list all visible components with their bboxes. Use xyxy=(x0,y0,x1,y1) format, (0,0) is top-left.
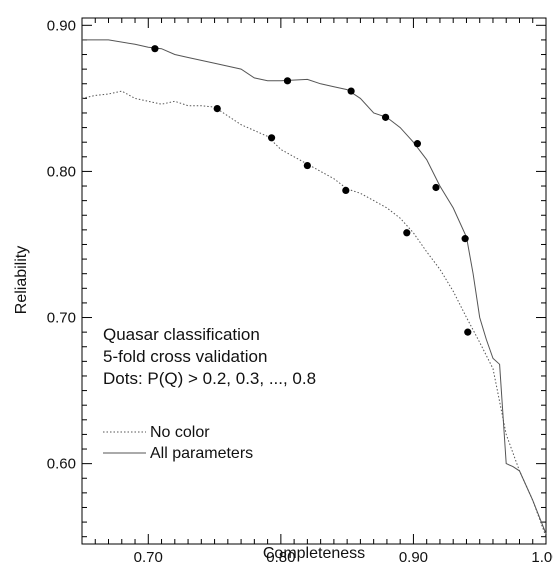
series-layer xyxy=(81,39,547,537)
dot-no-color xyxy=(464,328,472,336)
dot-all-parameters xyxy=(283,77,292,85)
legend-label-all-parameters: All parameters xyxy=(150,445,253,462)
dot-no-color xyxy=(342,186,350,195)
y-tick-label: 0.70 xyxy=(47,310,76,327)
annotation-line-3: Dots: P(Q) > 0.2, 0.3, ..., 0.8 xyxy=(103,369,316,388)
legend: No color All parameters xyxy=(103,424,253,462)
series-line-no-color xyxy=(81,90,547,537)
x-tick-label: 0.90 xyxy=(399,549,428,564)
dot-no-color xyxy=(303,161,311,170)
x-tick-label: 0.70 xyxy=(134,549,163,564)
x-axis-label: Completeness xyxy=(263,545,365,562)
annotation-line-2: 5-fold cross validation xyxy=(103,347,267,366)
y-axis-label: Reliability xyxy=(13,246,30,314)
annotation-line-1: Quasar classification xyxy=(103,325,260,344)
y-tick-labels: 0.60 0.70 0.80 0.90 xyxy=(47,17,76,472)
x-tick-label: 1.00 xyxy=(531,549,553,564)
series-line-all-parameters xyxy=(82,39,547,534)
dot-all-parameters xyxy=(151,45,159,53)
dot-all-parameters xyxy=(461,235,469,243)
y-tick-label: 0.90 xyxy=(47,17,76,34)
y-tick-label: 0.60 xyxy=(47,456,76,473)
dot-no-color xyxy=(403,229,411,237)
dot-no-color xyxy=(267,134,276,142)
dot-all-parameters xyxy=(413,140,422,148)
dot-all-parameters xyxy=(347,87,355,95)
x-tick-labels: 0.70 0.80 0.90 1.00 xyxy=(134,549,553,564)
plot-frame xyxy=(81,17,547,545)
dot-all-parameters xyxy=(381,113,390,121)
dots-layer xyxy=(151,45,472,336)
dot-all-parameters xyxy=(432,183,440,192)
y-tick-label: 0.80 xyxy=(47,163,76,180)
axis-ticks xyxy=(81,18,547,544)
dot-no-color xyxy=(213,104,221,113)
x-tick-label: 0.80 xyxy=(266,549,295,564)
legend-label-no-color: No color xyxy=(150,424,210,441)
